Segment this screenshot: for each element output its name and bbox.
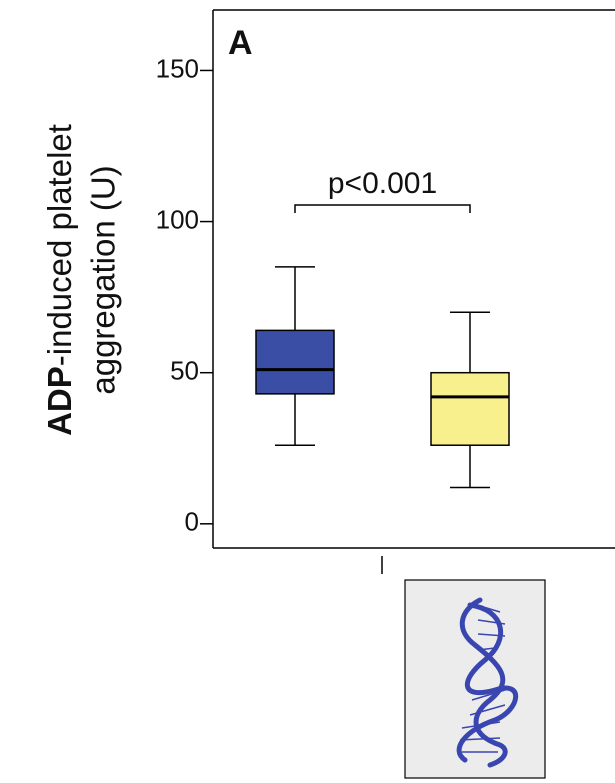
box bbox=[430, 371, 510, 446]
box bbox=[255, 329, 335, 395]
y-tick-label: 0 bbox=[185, 507, 199, 537]
y-tick-label: 150 bbox=[156, 53, 199, 83]
y-tick-label: 100 bbox=[156, 204, 199, 234]
y-label-bold: ADP bbox=[41, 366, 78, 436]
y-axis-label: ADP-induced platelet bbox=[41, 124, 78, 436]
annotation: p<0.001 bbox=[328, 167, 437, 200]
y-axis-label-line2: aggregation (U) bbox=[85, 165, 122, 394]
y-tick-label: 50 bbox=[170, 356, 199, 386]
panel-label: A bbox=[228, 24, 253, 62]
significance-bracket bbox=[294, 204, 471, 213]
y-label-rest: -induced platelet bbox=[41, 124, 78, 366]
dna-icon bbox=[404, 579, 546, 779]
